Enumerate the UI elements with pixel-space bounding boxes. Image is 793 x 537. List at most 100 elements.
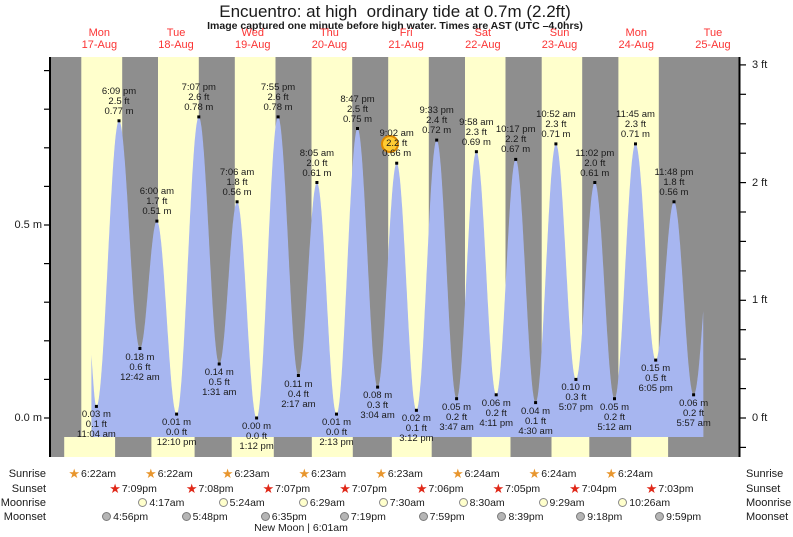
sunrise-marker: ★6:24am bbox=[529, 467, 577, 481]
sunrise-marker: ★6:24am bbox=[605, 467, 653, 481]
annotation-line: 8:05 am bbox=[299, 147, 335, 159]
annotation-line: 0.08 m bbox=[363, 390, 393, 402]
annotation-line: 0.11 m bbox=[284, 378, 313, 390]
annotation-line: 2.4 ft bbox=[426, 115, 448, 127]
sunrise-icon: ★ bbox=[221, 466, 234, 481]
annotation-line: 0.71 m bbox=[541, 128, 571, 140]
annotation-line: 2:17 am bbox=[281, 398, 316, 410]
annotation-line: 12:42 am bbox=[120, 371, 160, 383]
annotation-line: 0.3 ft bbox=[367, 400, 389, 412]
low-tide-annotation: 0.01 m 0.0 ft 2:13 pm bbox=[319, 418, 353, 448]
day-name: Mon bbox=[88, 27, 111, 39]
moon-band bbox=[471, 437, 511, 457]
moonrise-time: 4:17am bbox=[149, 496, 185, 509]
moonrise-time: 6:29am bbox=[309, 496, 345, 509]
annotation-line: 4:30 am bbox=[518, 425, 553, 437]
annotation-line: 0.61 m bbox=[302, 167, 332, 179]
annotation-line: 8:47 pm bbox=[340, 93, 375, 105]
high-tide-annotation: 7:06 am 1.8 ft 0.56 m bbox=[220, 167, 254, 198]
moonrise-row-label-left: Moonrise bbox=[0, 496, 46, 509]
moonrise-marker: 9:29am bbox=[538, 496, 585, 510]
annotation-line: 0.00 m bbox=[242, 421, 272, 432]
moonset-icon bbox=[655, 511, 665, 521]
moonrise-icon bbox=[218, 497, 228, 507]
annotation-line: 0.56 m bbox=[222, 186, 252, 198]
annotation-line: 0.6 ft bbox=[129, 361, 151, 373]
moonrise-icon bbox=[378, 497, 388, 507]
moonset-icon bbox=[102, 511, 112, 521]
annotation-line: 0.02 m bbox=[401, 413, 431, 425]
low-tide-annotation: 0.18 m 0.6 ft 12:42 am bbox=[120, 351, 160, 383]
moonset-icon bbox=[260, 511, 270, 521]
annotation-line: 11:02 pm bbox=[575, 147, 615, 159]
moonrise-marker: 6:29am bbox=[298, 496, 345, 510]
annotation-line: 7:55 pm bbox=[260, 81, 296, 93]
sunrise-row-label-right: Sunrise bbox=[746, 468, 784, 480]
sunrise-icon: ★ bbox=[145, 466, 157, 481]
moon-band bbox=[231, 437, 274, 457]
day-date: 19-Aug bbox=[235, 38, 271, 51]
tide-extreme-dot bbox=[455, 397, 459, 401]
sunrise-time: 6:24am bbox=[541, 468, 577, 480]
day-label: Sat 22-Aug bbox=[465, 27, 500, 51]
moonset-row-label-left: Moonset bbox=[3, 510, 46, 523]
annotation-line: 0.61 m bbox=[580, 167, 610, 179]
sunrise-time: 6:23am bbox=[387, 468, 423, 480]
sunrise-icon: ★ bbox=[605, 466, 617, 481]
annotation-line: 9:02 am bbox=[379, 128, 414, 140]
annotation-line: 0.01 m bbox=[162, 417, 192, 429]
annotation-line: 0.78 m bbox=[263, 101, 293, 113]
day-label: Mon 17-Aug bbox=[82, 27, 117, 51]
tide-extreme-dot bbox=[276, 115, 280, 119]
annotation-line: 0.18 m bbox=[125, 351, 155, 363]
annotation-line: 0.3 ft bbox=[565, 392, 587, 404]
tide-extreme-dot bbox=[315, 181, 319, 184]
sunset-marker: ★7:09pm bbox=[109, 482, 157, 496]
low-tide-annotation: 0.11 m 0.4 ft 2:17 am bbox=[281, 378, 316, 410]
annotation-line: 10:17 pm bbox=[495, 124, 536, 136]
moonset-time: 6:35pm bbox=[271, 510, 307, 523]
left-axis-label: 0.5 m bbox=[14, 219, 42, 231]
moon-band bbox=[391, 437, 432, 457]
moonset-icon bbox=[339, 511, 349, 521]
day-label: Wed 19-Aug bbox=[235, 27, 271, 51]
annotation-line: 0.1 ft bbox=[405, 423, 427, 435]
moonset-marker: 9:18pm bbox=[576, 510, 622, 524]
day-label: Mon 24-Aug bbox=[619, 27, 654, 51]
sunrise-time: 6:23am bbox=[311, 468, 347, 480]
annotation-line: 0.06 m bbox=[679, 397, 709, 409]
moonrise-marker: 4:17am bbox=[138, 496, 184, 510]
annotation-line: 0.04 m bbox=[521, 405, 551, 417]
left-axis-label: 0.0 m bbox=[14, 412, 42, 424]
moonset-marker: 7:19pm bbox=[339, 510, 386, 524]
tide-extreme-dot bbox=[654, 358, 658, 362]
low-tide-annotation: 0.02 m 0.1 ft 3:12 pm bbox=[399, 414, 433, 444]
moonrise-icon bbox=[458, 497, 468, 507]
annotation-line: 3:47 am bbox=[439, 421, 474, 433]
annotation-line: 0.75 m bbox=[342, 113, 373, 125]
tide-extreme-dot bbox=[376, 385, 380, 389]
high-tide-annotation: 8:47 pm 2.5 ft 0.75 m bbox=[340, 93, 375, 125]
moon-band bbox=[631, 437, 669, 457]
high-tide-annotation: 8:05 am 2.0 ft 0.61 m bbox=[299, 147, 335, 179]
annotation-line: 11:45 am bbox=[615, 108, 655, 120]
day-name: Mon bbox=[625, 27, 647, 39]
low-tide-annotation: 0.06 m 0.2 ft 4:11 pm bbox=[479, 398, 513, 429]
annotation-line: 2.2 ft bbox=[505, 134, 527, 146]
tide-extreme-dot bbox=[672, 200, 676, 204]
moonrise-marker: 8:30am bbox=[458, 496, 505, 510]
tide-extreme-dot bbox=[593, 181, 597, 184]
moonrise-icon bbox=[538, 497, 548, 507]
sunset-marker: ★7:05pm bbox=[492, 482, 540, 496]
right-axis-label: 3 ft bbox=[752, 58, 768, 71]
high-tide-annotation: 10:17 pm 2.2 ft 0.67 m bbox=[496, 125, 536, 155]
moonset-time: 5:48pm bbox=[192, 510, 228, 523]
high-tide-annotation: 7:55 pm 2.6 ft 0.78 m bbox=[260, 81, 296, 113]
right-axis-label: 2 ft bbox=[752, 176, 768, 189]
annotation-line: 2.3 ft bbox=[465, 126, 487, 138]
sunset-marker: ★7:07pm bbox=[339, 482, 387, 496]
high-tide-annotation: 9:02 am 2.2 ft 0.66 m bbox=[379, 129, 413, 159]
high-tide-annotation: 11:45 am 2.3 ft 0.71 m bbox=[615, 108, 655, 140]
tide-extreme-dot bbox=[395, 161, 399, 165]
